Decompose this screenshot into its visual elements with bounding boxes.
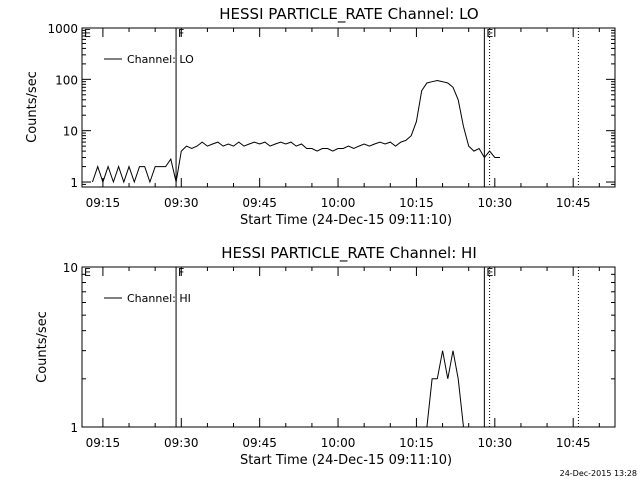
chart-lo-y-axis: 1 10 100 1000 bbox=[47, 22, 615, 190]
hi-xtick-label-3: 10:00 bbox=[321, 436, 356, 450]
hi-ytick-label-0: 1 bbox=[70, 421, 78, 435]
chart-hi-ylabel: Counts/sec bbox=[35, 311, 50, 383]
chart-hi: HESSI PARTICLE_RATE Channel: HI 1 10 09:1… bbox=[35, 244, 616, 468]
lo-marker-label-2: E bbox=[486, 27, 493, 40]
chart-hi-title: HESSI PARTICLE_RATE Channel: HI bbox=[221, 244, 477, 263]
hi-xtick-label-2: 09:45 bbox=[242, 436, 277, 450]
lo-ytick-label-1: 10 bbox=[63, 125, 78, 139]
chart-hi-series-line bbox=[426, 350, 464, 428]
lo-xtick-label-5: 10:30 bbox=[478, 196, 513, 210]
lo-xtick-label-1: 09:30 bbox=[164, 196, 199, 210]
lo-ytick-label-2: 100 bbox=[55, 73, 78, 87]
chart-hi-y-axis: 1 10 bbox=[63, 261, 615, 435]
chart-hi-x-axis: 09:15 09:30 09:45 10:00 10:15 10:30 10:45 bbox=[86, 267, 600, 450]
chart-lo-title: HESSI PARTICLE_RATE Channel: LO bbox=[219, 5, 478, 24]
lo-xtick-label-4: 10:15 bbox=[399, 196, 434, 210]
lo-xtick-label-2: 09:45 bbox=[242, 196, 277, 210]
lo-xtick-label-3: 10:00 bbox=[321, 196, 356, 210]
chart-lo-legend-label: Channel: LO bbox=[127, 53, 194, 66]
hi-marker-label-2: E bbox=[486, 266, 493, 279]
chart-hi-xlabel: Start Time (24-Dec-15 09:11:10) bbox=[240, 453, 452, 468]
hi-xtick-label-0: 09:15 bbox=[86, 436, 121, 450]
timestamp-label: 24-Dec-2015 13:28 bbox=[560, 469, 637, 478]
lo-marker-label-0: E bbox=[84, 27, 91, 40]
hi-xtick-label-5: 10:30 bbox=[478, 436, 513, 450]
lo-ytick-label-3: 1000 bbox=[47, 22, 78, 36]
chart-hi-frame bbox=[81, 266, 616, 428]
hi-marker-label-0: E bbox=[84, 266, 91, 279]
chart-lo-frame bbox=[81, 27, 616, 188]
lo-xtick-label-6: 10:45 bbox=[556, 196, 591, 210]
hi-marker-label-1: F bbox=[178, 266, 184, 279]
lo-marker-label-1: F bbox=[178, 27, 184, 40]
lo-xtick-label-0: 09:15 bbox=[86, 196, 121, 210]
hi-xtick-label-6: 10:45 bbox=[556, 436, 591, 450]
chart-lo-xlabel: Start Time (24-Dec-15 09:11:10) bbox=[240, 213, 452, 228]
chart-lo-series-line bbox=[92, 79, 500, 184]
hi-ytick-label-1: 10 bbox=[63, 261, 78, 275]
hi-xtick-label-4: 10:15 bbox=[399, 436, 434, 450]
lo-ytick-label-0: 1 bbox=[70, 176, 78, 190]
chart-hi-legend-label: Channel: HI bbox=[127, 292, 191, 305]
chart-lo-ylabel: Counts/sec bbox=[25, 71, 40, 143]
chart-lo-x-axis: 09:15 09:30 09:45 10:00 10:15 10:30 10:45 bbox=[86, 28, 600, 210]
chart-lo: HESSI PARTICLE_RATE Channel: LO 1 10 100 10… bbox=[25, 5, 616, 228]
hi-xtick-label-1: 09:30 bbox=[164, 436, 199, 450]
